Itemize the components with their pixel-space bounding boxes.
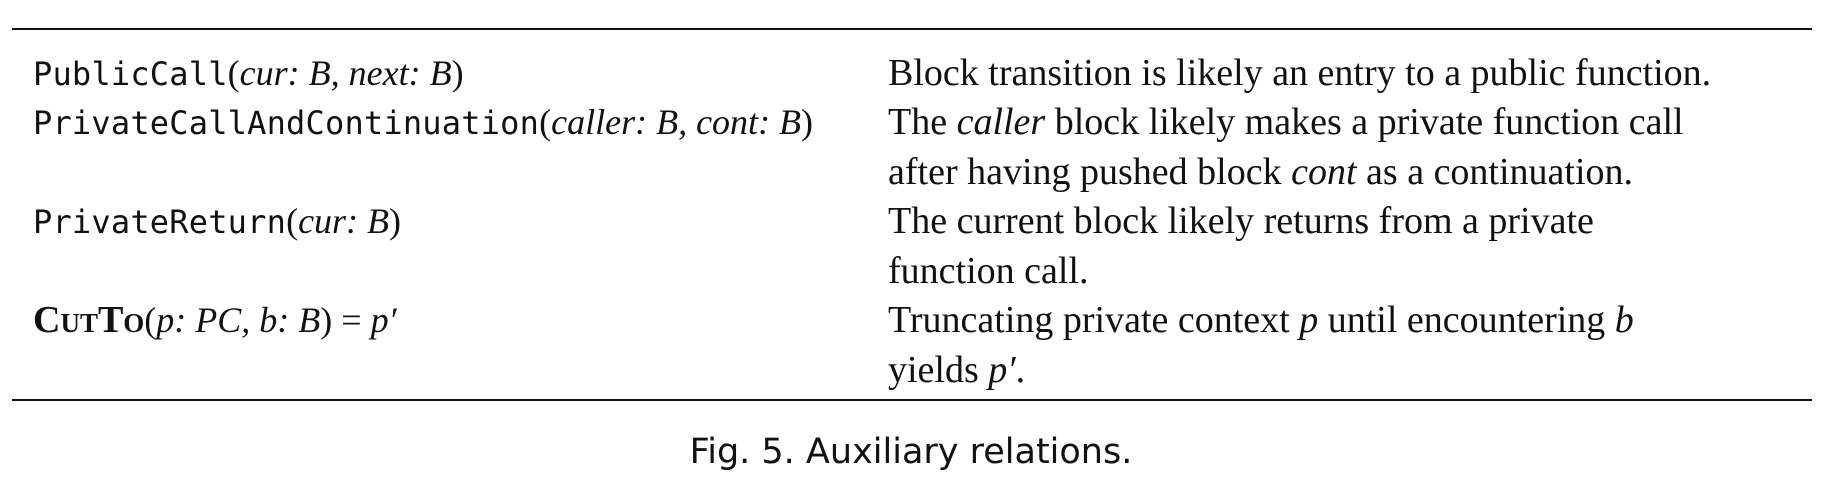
table-top-rule bbox=[12, 28, 1812, 30]
arg-type: : B bbox=[346, 201, 390, 241]
text: Truncating private context bbox=[888, 299, 1300, 341]
relation-signature: PrivateReturn(cur: B) bbox=[33, 196, 401, 247]
emphasis: b bbox=[1614, 299, 1634, 341]
relation-signature: PublicCall(cur: B, next: B) bbox=[33, 48, 464, 99]
arg-type: : B bbox=[758, 102, 802, 142]
arg-name: cur bbox=[239, 53, 288, 93]
emphasis: cont bbox=[1291, 151, 1357, 193]
text: The bbox=[888, 101, 957, 143]
function-args: p: PC, b: B bbox=[156, 300, 321, 340]
relation-signature: PrivateCallAndContinuation(caller: B, co… bbox=[33, 97, 813, 148]
paren-open: ( bbox=[227, 53, 240, 93]
description-line: yields p′. bbox=[888, 345, 1818, 395]
description-line: function call. bbox=[888, 250, 1089, 292]
text: . bbox=[1015, 349, 1026, 391]
description-line: Truncating private context p until encou… bbox=[888, 295, 1818, 345]
relation-description: Block transition is likely an entry to a… bbox=[888, 48, 1818, 98]
paren-close-equals: ) = bbox=[320, 300, 371, 340]
paren-close: ) bbox=[451, 53, 464, 93]
description-line: The caller block likely makes a private … bbox=[888, 97, 1818, 147]
arg-type: : B, bbox=[287, 53, 349, 93]
paren-close: ) bbox=[389, 201, 402, 241]
table-bottom-rule bbox=[12, 399, 1812, 401]
paren-open: ( bbox=[144, 300, 157, 340]
arg-name: cur bbox=[298, 201, 347, 241]
arg-type: : B, bbox=[635, 102, 697, 142]
text: after having pushed block bbox=[888, 151, 1292, 193]
emphasis: p′ bbox=[988, 349, 1016, 391]
figure-caption: Fig. 5. Auxiliary relations. bbox=[689, 432, 1133, 472]
paren-open: ( bbox=[539, 102, 552, 142]
relation-description: The current block likely returns from a … bbox=[888, 196, 1818, 296]
function-name: CutTo bbox=[33, 299, 145, 341]
relation-name: PrivateCallAndContinuation bbox=[33, 104, 540, 142]
relation-signature: CutTo(p: PC, b: B) = p′ bbox=[33, 295, 396, 345]
description-line: The current block likely returns from a … bbox=[888, 200, 1594, 242]
paren-open: ( bbox=[286, 201, 299, 241]
function-result: p′ bbox=[370, 300, 397, 340]
description-line: after having pushed block cont as a cont… bbox=[888, 147, 1818, 197]
text: block likely makes a private function ca… bbox=[1045, 101, 1684, 143]
emphasis: p bbox=[1299, 299, 1319, 341]
text: yields bbox=[888, 349, 989, 391]
description-line: Block transition is likely an entry to a… bbox=[888, 52, 1712, 94]
relation-name: PrivateReturn bbox=[33, 203, 287, 241]
arg-name: caller bbox=[551, 102, 636, 142]
relation-description: The caller block likely makes a private … bbox=[888, 97, 1818, 197]
arg-name: cont bbox=[696, 102, 759, 142]
relation-name: PublicCall bbox=[33, 55, 228, 93]
text: as a continuation. bbox=[1356, 151, 1634, 193]
relation-description: Truncating private context p until encou… bbox=[888, 295, 1818, 395]
text: until encountering bbox=[1318, 299, 1615, 341]
paren-close: ) bbox=[801, 102, 814, 142]
emphasis: caller bbox=[956, 101, 1046, 143]
arg-name: next bbox=[348, 53, 409, 93]
arg-type: : B bbox=[408, 53, 452, 93]
